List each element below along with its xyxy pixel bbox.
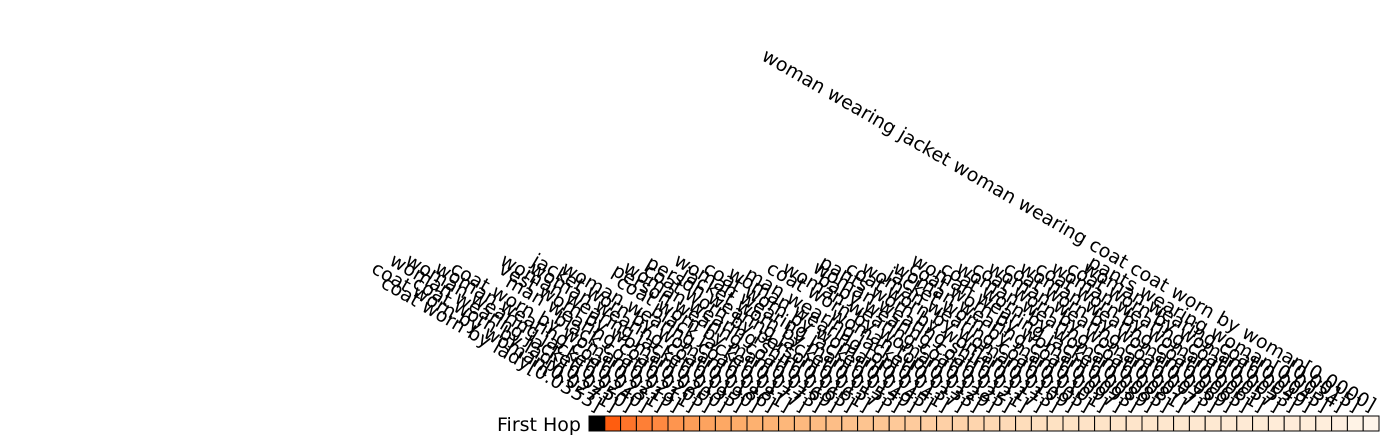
heatmap-cell	[825, 415, 843, 432]
heatmap-cell	[604, 415, 622, 432]
heatmap-cell	[762, 415, 780, 432]
heatmap-cell	[1188, 415, 1206, 432]
heatmap-cell	[967, 415, 985, 432]
heatmap-cell	[1283, 415, 1301, 432]
heatmap-cell	[1109, 415, 1127, 432]
heatmap-cell	[1331, 415, 1348, 432]
heatmap-cell	[778, 415, 795, 432]
heatmap-cell	[667, 415, 685, 432]
heatmap-cell	[888, 415, 906, 432]
heatmap-cell	[1346, 415, 1364, 432]
heatmap-cell	[620, 415, 637, 432]
heatmap-cell	[651, 415, 669, 432]
heatmap-cells	[588, 415, 1380, 432]
heatmap-cell	[1220, 415, 1238, 432]
heatmap-cell	[714, 415, 732, 432]
heatmap-cell	[951, 415, 969, 432]
heatmap-cell	[936, 415, 953, 432]
heatmap-cell	[1173, 415, 1190, 432]
heatmap-cell	[635, 415, 653, 432]
heatmap-cell	[983, 415, 1001, 432]
heatmap-cell	[1236, 415, 1254, 432]
row-label-first-hop: First Hop	[497, 414, 581, 436]
heatmap-cell	[746, 415, 764, 432]
heatmap-cell	[1125, 415, 1143, 432]
heatmap-cell	[999, 415, 1017, 432]
heatmap-cell	[1299, 415, 1317, 432]
heatmap-cell	[920, 415, 938, 432]
heatmap-cell	[793, 415, 811, 432]
heatmap-cell	[904, 415, 922, 432]
heatmap-cell	[730, 415, 748, 432]
heatmap-cell	[1157, 415, 1175, 432]
heatmap-cell	[1062, 415, 1080, 432]
heatmap-cell	[872, 415, 890, 432]
heatmap-cell	[699, 415, 716, 432]
heatmap-cell	[1252, 415, 1269, 432]
heatmap-cell	[1267, 415, 1285, 432]
heatmap-cell	[841, 415, 859, 432]
heatmap-cell	[1030, 415, 1048, 432]
heatmap-cell	[588, 415, 606, 432]
heatmap-cell	[1094, 415, 1111, 432]
heatmap-cell	[1362, 415, 1380, 432]
heatmap-cell	[1015, 415, 1032, 432]
heatmap-cell	[1046, 415, 1064, 432]
heatmap-cell	[1141, 415, 1159, 432]
heatmap-cell	[809, 415, 827, 432]
heatmap-cell	[1204, 415, 1222, 432]
heatmap-cell	[857, 415, 874, 432]
column-labels: coat worn by lady[0.0353]coat worn by wo…	[368, 45, 1380, 417]
heatmap-cell	[1078, 415, 1096, 432]
heatmap-cell	[1315, 415, 1333, 432]
heatmap-cell	[683, 415, 701, 432]
